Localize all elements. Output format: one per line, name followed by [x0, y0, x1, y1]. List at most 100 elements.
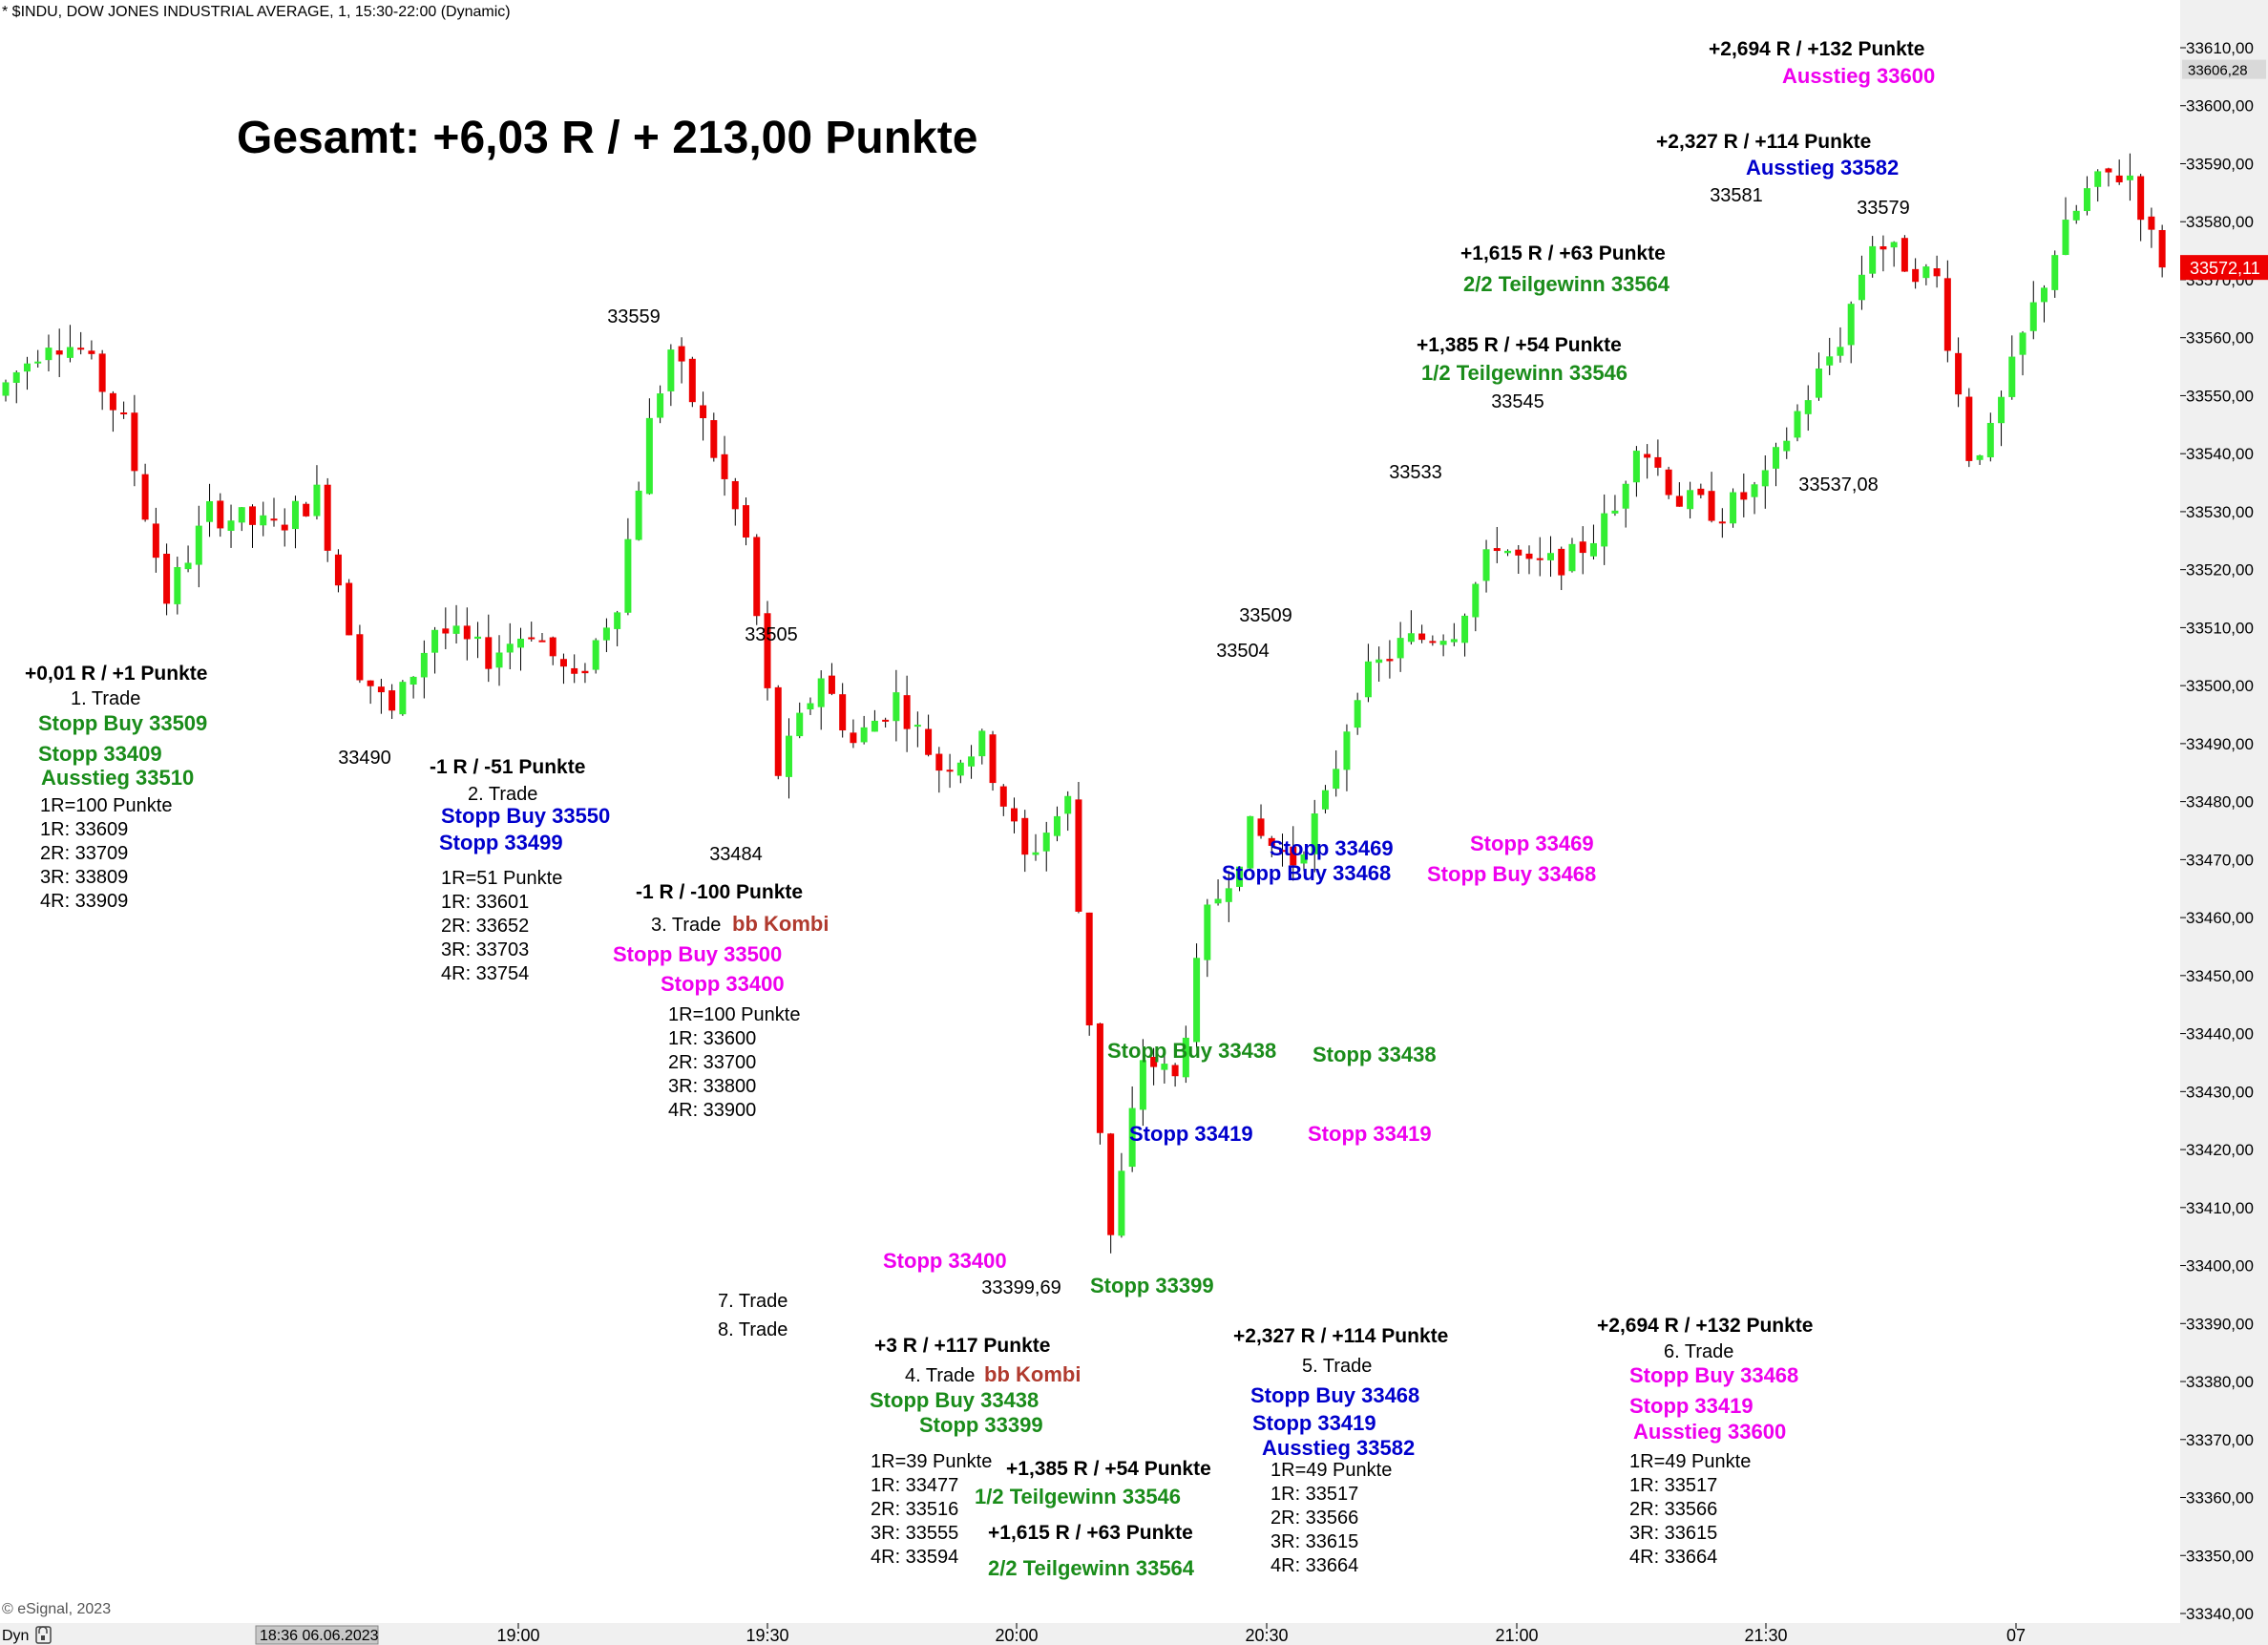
candle-body	[999, 786, 1007, 807]
candle	[978, 728, 986, 765]
candle	[485, 614, 493, 683]
candle-body	[989, 734, 997, 784]
candle	[892, 669, 900, 742]
crosshair-time-label: 18:36 06.06.2023	[260, 1628, 379, 1644]
candle-body	[1204, 904, 1211, 960]
candle	[1118, 1152, 1125, 1238]
dyn-label[interactable]: Dyn	[2, 1628, 29, 1644]
trade-annotation: 1R=49 Punkte	[1270, 1460, 1392, 1481]
price-tick-label: 33370,00	[2186, 1431, 2254, 1449]
candle	[45, 334, 52, 371]
candle-body	[1300, 854, 1308, 864]
candle-body	[882, 719, 890, 722]
candle-body	[77, 348, 85, 350]
trade-annotation: 3R: 33809	[40, 867, 128, 888]
candle-body	[1622, 483, 1629, 509]
price-tick-label: 33350,00	[2186, 1547, 2254, 1565]
candle	[1955, 337, 1963, 408]
time-tick-label: 21:30	[1744, 1626, 1787, 1645]
candle	[764, 601, 771, 701]
candle	[1085, 912, 1093, 1036]
trade-annotation: bb Kombi	[732, 912, 829, 936]
candle-body	[1869, 245, 1877, 274]
candle-body	[313, 484, 321, 517]
candle-body	[463, 625, 471, 640]
candle-body	[1708, 491, 1715, 521]
lock-icon[interactable]	[35, 1626, 52, 1644]
candle	[1965, 388, 1973, 468]
trade-annotation: +1,385 R / +54 Punkte	[1006, 1458, 1211, 1480]
candle-body	[346, 582, 353, 636]
trade-annotation: Stopp Buy 33509	[38, 711, 207, 735]
trade-annotation: 2R: 33566	[1270, 1508, 1358, 1529]
candle	[968, 745, 976, 779]
candle-body	[1171, 1065, 1179, 1077]
trade-annotation: Stopp 33399	[1090, 1274, 1214, 1297]
candle	[23, 356, 31, 390]
candle-body	[1761, 470, 1769, 487]
candle	[1718, 508, 1726, 538]
candle-body	[1193, 958, 1201, 1043]
trade-annotation: +1,385 R / +54 Punkte	[1417, 334, 1622, 356]
candle-body	[860, 727, 868, 743]
candle	[1589, 524, 1597, 560]
copyright-label: © eSignal, 2023	[2, 1601, 111, 1617]
candle	[1333, 749, 1340, 797]
trade-annotation: 2R: 33516	[871, 1499, 958, 1520]
candle-body	[1128, 1107, 1136, 1168]
trade-annotation: 3R: 33615	[1270, 1531, 1358, 1552]
candle-body	[184, 562, 192, 570]
trade-annotation: +3 R / +117 Punkte	[874, 1335, 1050, 1357]
candles-layer	[2, 153, 2166, 1254]
candle	[442, 607, 450, 649]
candle	[1943, 260, 1951, 363]
trade-annotation: 3R: 33615	[1629, 1523, 1717, 1544]
candle	[1998, 390, 2006, 447]
candle-body	[152, 523, 159, 559]
trade-annotation: 3. Trade	[651, 915, 721, 936]
candle	[1096, 1023, 1103, 1145]
swing-label: 33533	[1389, 462, 1442, 483]
candle	[2115, 159, 2123, 185]
swing-label: 33559	[607, 306, 661, 327]
candle-body	[592, 640, 599, 670]
candle-body	[270, 518, 278, 521]
candle	[1139, 1039, 1146, 1127]
candle	[66, 325, 74, 363]
trade-annotation: 2R: 33700	[668, 1052, 756, 1073]
candle-body	[1407, 633, 1415, 643]
candle	[946, 753, 954, 789]
trade-annotation: 3R: 33800	[668, 1076, 756, 1097]
candle	[860, 715, 868, 745]
candle	[2, 379, 10, 402]
candle	[506, 622, 514, 670]
candle	[2041, 285, 2048, 323]
trade-annotation: Ausstieg 33582	[1746, 156, 1899, 179]
candle	[817, 670, 825, 730]
candle	[152, 507, 159, 573]
candle-body	[1783, 440, 1791, 452]
candle-body	[238, 507, 245, 523]
price-tick-label: 33500,00	[2186, 677, 2254, 695]
trade-annotation: +2,694 R / +132 Punkte	[1709, 38, 1924, 60]
candle	[410, 676, 417, 699]
candle-body	[1290, 846, 1297, 866]
candle	[1504, 549, 1512, 557]
candle-body	[1450, 639, 1458, 643]
trade-annotation: Stopp 33399	[919, 1413, 1043, 1437]
candle-body	[495, 652, 503, 668]
candle	[1247, 815, 1254, 870]
trade-annotation: Ausstieg 33600	[1782, 64, 1935, 88]
candle-body	[1321, 790, 1329, 810]
trade-annotation: Stopp 33469	[1470, 832, 1594, 855]
candle	[1429, 635, 1437, 646]
candle	[1321, 785, 1329, 814]
candle-body	[764, 613, 771, 688]
time-axis[interactable]	[0, 1623, 2268, 1645]
price-tick-label: 33530,00	[2186, 503, 2254, 521]
candle-body	[2158, 229, 2166, 268]
trade-annotation: Stopp Buy 33468	[1629, 1363, 1798, 1387]
candle	[281, 508, 288, 547]
candle-body	[1998, 396, 2006, 424]
candle	[1697, 483, 1705, 499]
